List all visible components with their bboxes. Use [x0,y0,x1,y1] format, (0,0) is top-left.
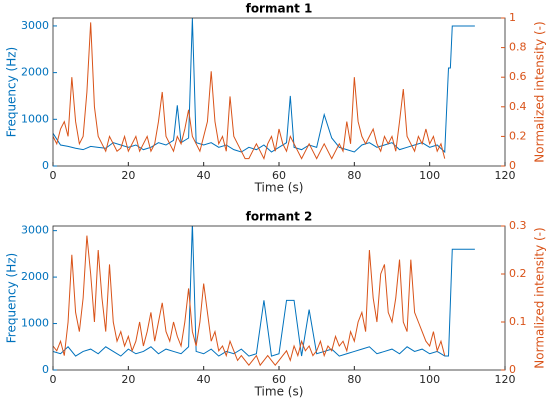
x-tick-label: 60 [272,373,286,386]
y-tick-label: 1000 [21,317,49,330]
x-tick-label: 0 [50,373,57,386]
y2-tick-label: 0 [509,159,516,172]
y2-tick-label: 1 [509,11,516,24]
y2-tick-label: 0.3 [509,219,527,232]
x-axis-label: Time (s) [254,385,304,399]
panel-title: formant 1 [246,2,313,16]
x-tick-label: 80 [347,169,361,182]
y2-tick-label: 0.4 [509,100,527,113]
x-tick-label: 20 [121,169,135,182]
y2-tick-label: 0.8 [509,41,527,54]
x-tick-label: 60 [272,169,286,182]
x-tick-label: 20 [121,373,135,386]
x-tick-label: 0 [50,169,57,182]
x-tick-label: 100 [419,373,440,386]
series-line [53,22,446,161]
y-tick-label: 2000 [21,270,49,283]
series-line [53,18,475,154]
y-axis-label: Frequency (Hz) [5,47,19,138]
y-tick-label: 0 [42,159,49,172]
x-axis-label: Time (s) [254,181,304,195]
y-tick-label: 3000 [21,224,49,237]
y2-tick-label: 0.2 [509,267,527,280]
x-tick-label: 120 [495,373,516,386]
y-tick-label: 1000 [21,112,49,125]
y-axis-label: Frequency (Hz) [5,253,19,344]
x-tick-label: 40 [197,169,211,182]
y2-tick-label: 0 [509,363,516,376]
y2-axis-label: Normalized intensity (-) [533,227,547,368]
y-tick-label: 3000 [21,19,49,32]
y2-axis-label: Normalized intensity (-) [533,21,547,162]
y-tick-label: 2000 [21,66,49,79]
y2-tick-label: 0.6 [509,70,527,83]
x-tick-label: 120 [495,169,516,182]
axes-box [52,17,506,167]
series-line [53,235,446,367]
y-tick-label: 0 [42,363,49,376]
x-tick-label: 100 [419,169,440,182]
y2-tick-label: 0.2 [509,129,527,142]
x-tick-label: 40 [197,373,211,386]
x-tick-label: 80 [347,373,361,386]
y2-tick-label: 0.1 [509,315,527,328]
panel-title: formant 2 [246,210,313,224]
series-line [53,226,475,357]
